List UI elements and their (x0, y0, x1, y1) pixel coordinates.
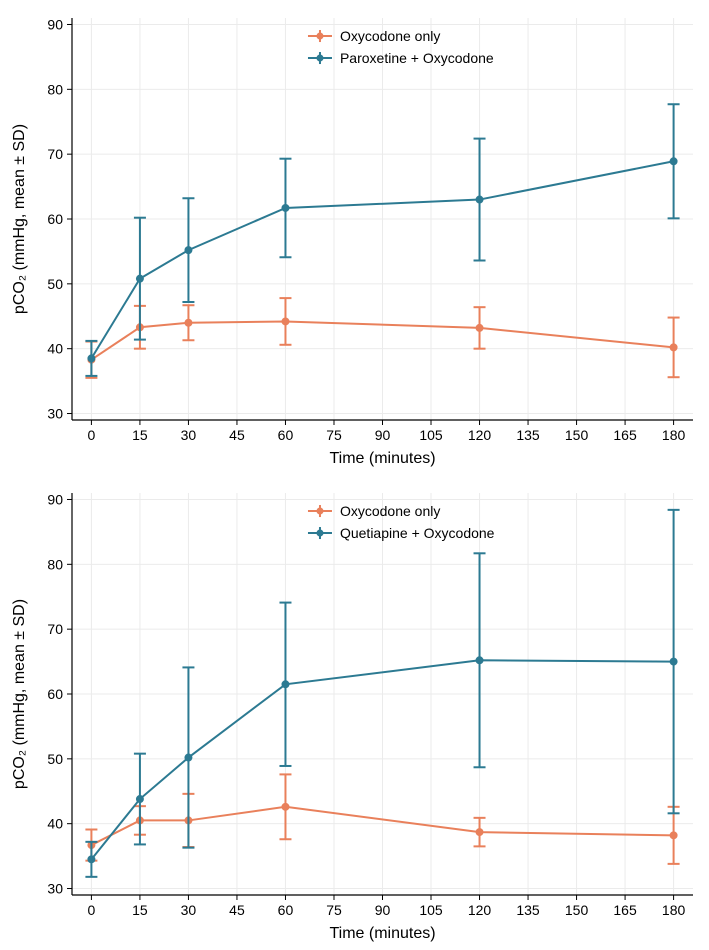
x-tick-label: 105 (419, 427, 443, 443)
x-tick-label: 45 (229, 902, 245, 918)
y-axis-label: pCO₂ (mmHg, mean ± SD) (11, 124, 28, 314)
y-tick-label: 50 (47, 751, 63, 767)
x-tick-label: 0 (88, 902, 96, 918)
y-tick-label: 60 (47, 211, 63, 227)
x-tick-label: 30 (181, 902, 197, 918)
y-tick-label: 30 (47, 406, 63, 422)
x-axis-label: Time (minutes) (329, 925, 435, 942)
y-tick-label: 80 (47, 556, 63, 572)
legend-label: Oxycodone only (340, 503, 440, 519)
x-tick-label: 75 (326, 902, 342, 918)
x-tick-label: 180 (662, 427, 686, 443)
x-tick-label: 0 (88, 427, 96, 443)
x-tick-label: 45 (229, 427, 245, 443)
chart-panel-0: 0 15 30 45 60 75 90 105 120 135 150 165 180 30 40 50 60 7… (0, 0, 709, 475)
x-tick-label: 150 (565, 427, 589, 443)
x-tick-label: 165 (613, 427, 637, 443)
x-tick-label: 90 (375, 427, 391, 443)
y-tick-label: 60 (47, 686, 63, 702)
legend-label: Paroxetine + Oxycodone (340, 50, 494, 66)
y-tick-label: 50 (47, 276, 63, 292)
y-tick-label: 30 (47, 881, 63, 897)
x-tick-label: 60 (278, 427, 294, 443)
chart-container: 0153045607590105120135150165180304050607… (0, 0, 709, 950)
y-axis-label: pCO₂ (mmHg, mean ± SD) (11, 599, 28, 789)
x-tick-label: 15 (132, 427, 148, 443)
x-tick-label: 150 (565, 902, 589, 918)
x-tick-label: 180 (662, 902, 686, 918)
y-tick-label: 70 (47, 146, 63, 162)
x-axis-label: Time (minutes) (329, 450, 435, 467)
y-tick-label: 70 (47, 621, 63, 637)
legend-label: Oxycodone only (340, 28, 440, 44)
x-tick-label: 135 (516, 902, 540, 918)
x-tick-label: 165 (613, 902, 637, 918)
chart-panel-1: 0 15 30 45 60 75 90 105 120 135 150 165 180 30 40 50 60 7… (0, 475, 709, 950)
x-tick-label: 75 (326, 427, 342, 443)
x-tick-label: 30 (181, 427, 197, 443)
y-tick-label: 80 (47, 81, 63, 97)
y-tick-label: 90 (47, 16, 63, 32)
x-tick-label: 120 (468, 427, 492, 443)
y-tick-label: 40 (47, 341, 63, 357)
y-tick-label: 40 (47, 816, 63, 832)
y-tick-label: 90 (47, 491, 63, 507)
x-tick-label: 60 (278, 902, 294, 918)
x-tick-label: 120 (468, 902, 492, 918)
x-tick-label: 105 (419, 902, 443, 918)
x-tick-label: 90 (375, 902, 391, 918)
x-tick-label: 15 (132, 902, 148, 918)
x-tick-label: 135 (516, 427, 540, 443)
legend-label: Quetiapine + Oxycodone (340, 525, 495, 541)
